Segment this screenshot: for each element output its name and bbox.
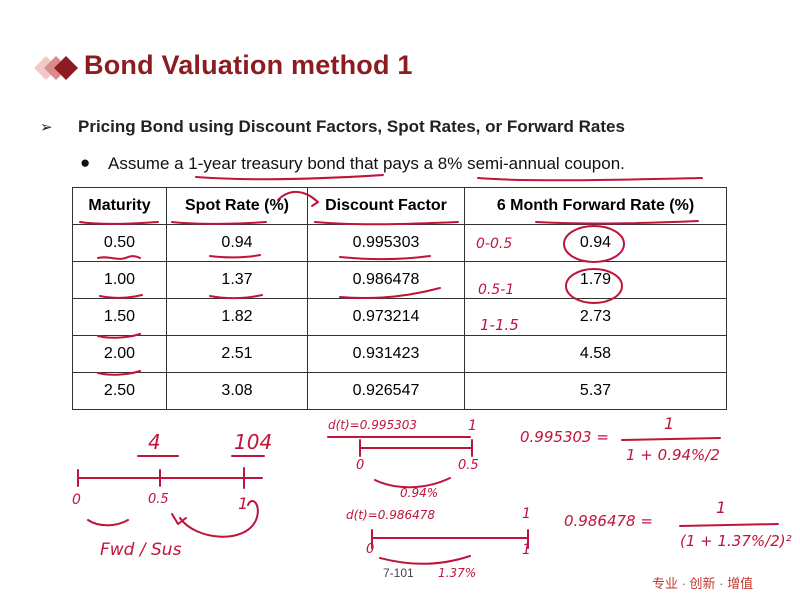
cell-forward-rate: 0.94: [464, 224, 727, 262]
cell-discount-factor: 0.986478: [307, 261, 465, 299]
header-discount-factor: Discount Factor: [307, 187, 465, 225]
table-row: 2.50 3.08 0.926547 5.37: [72, 372, 727, 410]
eq2-numerator: 1: [716, 498, 727, 517]
timeline3-t0: 0: [366, 542, 375, 557]
bullet-arrow-icon: ➢: [40, 119, 53, 136]
timeline1-t1: 0.5: [148, 492, 169, 507]
eq2-lhs: 0.986478 =: [564, 512, 653, 530]
timeline3-brace: [379, 555, 471, 565]
table-row: 1.50 1.82 0.973214 2.73: [72, 298, 727, 336]
timeline2-rate: 0.94%: [400, 486, 439, 500]
timeline1-brace: [87, 519, 129, 527]
timeline2-t1: 0.5: [458, 458, 479, 473]
header-forward-rate: 6 Month Forward Rate (%): [464, 187, 727, 225]
footer-logo: 专业 · 创新 · 增值: [652, 576, 754, 591]
cell-forward-rate: 1.79: [464, 261, 727, 299]
timeline3-rate: 1.37%: [438, 566, 477, 580]
cell-maturity: 1.50: [72, 298, 167, 336]
timeline1-cf2: 104: [234, 430, 273, 454]
cell-maturity: 1.00: [72, 261, 167, 299]
underline-treasury-bond: [195, 174, 384, 181]
timeline1-t0: 0: [72, 492, 81, 508]
timeline3-t1: 1: [522, 542, 531, 558]
table-row: 0.50 0.94 0.995303 0.94: [72, 224, 727, 262]
timeline1-note: Fwd / Sus: [100, 540, 182, 560]
eq2-fraction-bar: [679, 523, 779, 527]
bullet-pricing: Pricing Bond using Discount Factors, Spo…: [78, 117, 625, 136]
bullet-assumption: Assume a 1-year treasury bond that pays …: [108, 154, 625, 173]
cell-discount-factor: 0.995303: [307, 224, 465, 262]
cell-spot-rate: 0.94: [166, 224, 308, 262]
cell-spot-rate: 2.51: [166, 335, 308, 373]
cell-forward-rate: 4.58: [464, 335, 727, 373]
bond-rate-table: Maturity Spot Rate (%) Discount Factor 6…: [72, 187, 727, 410]
timeline1-arrow: [171, 513, 187, 525]
timeline2-label: d(t)=0.995303: [328, 418, 417, 432]
cell-discount-factor: 0.973214: [307, 298, 465, 336]
page-number: 7-101: [383, 566, 414, 580]
timeline1-t2: 1: [238, 494, 249, 513]
eq1-lhs: 0.995303 =: [520, 428, 609, 446]
cell-spot-rate: 1.82: [166, 298, 308, 336]
eq1-fraction-bar: [621, 437, 721, 441]
eq1-denominator: 1 + 0.94%/2: [626, 446, 720, 464]
cell-discount-factor: 0.926547: [307, 372, 465, 410]
timeline3-label: d(t)=0.986478: [346, 508, 435, 522]
timeline2-t0: 0: [356, 458, 365, 473]
timeline1-line: [77, 467, 263, 489]
cell-forward-rate: 2.73: [464, 298, 727, 336]
timeline1-cf1: 4: [148, 430, 161, 454]
timeline3-end: 1: [522, 506, 531, 522]
table-header-row: Maturity Spot Rate (%) Discount Factor 6…: [72, 187, 727, 225]
header-maturity: Maturity: [72, 187, 167, 225]
cell-forward-rate: 5.37: [464, 372, 727, 410]
timeline2-end: 1: [468, 418, 477, 434]
title-diamonds-icon: [34, 56, 78, 80]
table-row: 2.00 2.51 0.931423 4.58: [72, 335, 727, 373]
cell-spot-rate: 1.37: [166, 261, 308, 299]
timeline2-brace: [374, 477, 451, 489]
cell-maturity: 0.50: [72, 224, 167, 262]
slide-title: Bond Valuation method 1: [84, 50, 413, 80]
cell-spot-rate: 3.08: [166, 372, 308, 410]
eq2-denominator: (1 + 1.37%/2)²: [680, 532, 792, 550]
cell-discount-factor: 0.931423: [307, 335, 465, 373]
cell-maturity: 2.50: [72, 372, 167, 410]
table-row: 1.00 1.37 0.986478 1.79: [72, 261, 727, 299]
timeline2-line: [359, 439, 473, 457]
bullet-dot-icon: ●: [80, 153, 91, 172]
eq1-numerator: 1: [664, 414, 675, 433]
underline-coupon: [477, 177, 703, 182]
title-bar: Bond Valuation method 1: [18, 46, 778, 90]
header-spot-rate: Spot Rate (%): [166, 187, 308, 225]
timeline3-line: [371, 529, 529, 549]
timeline1-arc: [179, 500, 259, 538]
cell-maturity: 2.00: [72, 335, 167, 373]
